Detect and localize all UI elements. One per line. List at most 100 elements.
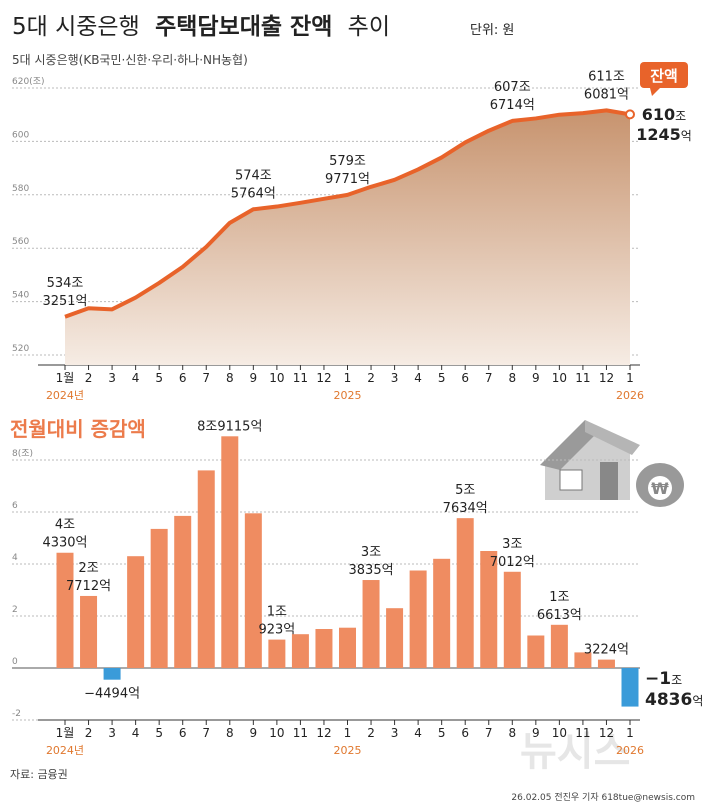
x-tick-label: 5: [155, 726, 163, 740]
data-label: 1조: [549, 590, 569, 605]
data-label: 6714억: [490, 98, 535, 113]
bar: [291, 634, 309, 668]
x-tick-label: 7: [202, 371, 210, 385]
bar: [244, 513, 262, 668]
data-label: 3251억: [42, 294, 87, 309]
x-tick-label: 4: [414, 726, 422, 740]
end-point: [625, 109, 635, 120]
bar: [550, 624, 568, 668]
x-tick-label: 5: [438, 726, 446, 740]
x-tick-label: 7: [202, 726, 210, 740]
x-tick-label: 3: [108, 371, 116, 385]
title-part: 추이: [348, 14, 390, 40]
badge-tip: [650, 88, 660, 96]
x-tick-label: 1: [344, 726, 352, 740]
year-label: 2026: [616, 389, 644, 402]
data-label: 574조: [235, 168, 272, 183]
x-tick-label: 3: [391, 726, 399, 740]
x-tick-label: 8: [508, 371, 516, 385]
x-tick-label: 11: [575, 371, 590, 385]
x-tick-label: 12: [599, 726, 614, 740]
x-tick-label: 10: [269, 371, 284, 385]
x-tick-label: 2: [85, 726, 93, 740]
x-tick-label: 8: [508, 726, 516, 740]
x-tick-label: 12: [316, 371, 331, 385]
data-label: 923억: [258, 623, 295, 638]
data-label: −1조: [645, 669, 682, 689]
data-label: 3조: [502, 537, 522, 552]
data-label: 2조: [78, 561, 98, 576]
bar: [174, 515, 192, 668]
x-tick-label: 6: [179, 371, 187, 385]
x-tick-label: 2: [85, 371, 93, 385]
data-label: −4494억: [84, 687, 140, 702]
y-tick-label: 580: [12, 184, 29, 194]
bar: [574, 652, 592, 668]
x-tick-label: 7: [485, 726, 493, 740]
x-tick-label: 2: [367, 371, 375, 385]
bar: [597, 659, 615, 668]
bar: [621, 668, 639, 707]
data-label: 3조: [361, 545, 381, 560]
area: [65, 110, 630, 365]
x-tick-label: 6: [461, 371, 469, 385]
x-tick-label: 2: [367, 726, 375, 740]
bar: [409, 570, 427, 668]
x-tick-label: 10: [552, 371, 567, 385]
data-label: 1조: [267, 605, 287, 620]
source: 자료: 금융권: [10, 768, 68, 781]
data-label: 610조: [642, 105, 686, 124]
bar: [527, 635, 545, 668]
data-label: 611조: [588, 69, 625, 84]
data-label: 7634억: [443, 501, 488, 516]
x-tick-label: 10: [269, 726, 284, 740]
x-tick-label: 4: [132, 371, 140, 385]
x-tick-label: 11: [575, 726, 590, 740]
data-label: 534조: [47, 276, 84, 291]
bar: [268, 639, 286, 668]
data-label: 5764억: [231, 186, 276, 201]
x-tick-label: 12: [316, 726, 331, 740]
x-tick-label: 9: [532, 726, 540, 740]
year-label: 2026: [616, 744, 644, 757]
x-tick-label: 1: [626, 726, 634, 740]
bar: [456, 518, 474, 668]
x-tick-label: 11: [293, 371, 308, 385]
house-icon: ₩: [540, 420, 684, 507]
data-label: 9771억: [325, 172, 370, 187]
x-tick-label: 7: [485, 371, 493, 385]
data-label: 6081억: [584, 87, 629, 102]
x-tick-label: 4: [414, 371, 422, 385]
y-tick-label: 600: [12, 130, 29, 140]
bar: [339, 627, 356, 668]
bar: [80, 595, 98, 668]
x-tick-label: 1: [626, 371, 634, 385]
y-tick-label: 560: [12, 237, 29, 247]
bar: [150, 528, 168, 668]
x-tick-label: 12: [599, 371, 614, 385]
bar-title: 전월대비 증감액: [10, 417, 146, 441]
title-part: 주택담보대출 잔액: [155, 14, 332, 40]
y-tick-label: 620(조): [12, 77, 44, 87]
badge: 잔액: [640, 62, 688, 96]
data-label: 8조9115억: [197, 419, 262, 434]
data-label: 7712억: [66, 579, 111, 594]
x-tick-label: 1: [344, 371, 352, 385]
badge-text: 잔액: [650, 67, 678, 85]
y-tick-label: 8(조): [12, 449, 33, 459]
x-tick-label: 5: [438, 371, 446, 385]
y-tick-label: 2: [12, 605, 18, 615]
title-part: 5대 시중은행: [12, 14, 140, 40]
bar: [197, 470, 215, 668]
x-tick-label: 10: [552, 726, 567, 740]
data-label: 579조: [329, 154, 366, 169]
x-tick-label: 3: [108, 726, 116, 740]
y-tick-label: -2: [12, 709, 21, 719]
x-tick-label: 9: [532, 371, 540, 385]
year-label: 2024년: [46, 744, 84, 757]
badge-box: [640, 62, 688, 88]
x-tick-label: 4: [132, 726, 140, 740]
x-tick-label: 6: [179, 726, 187, 740]
y-tick-label: 520: [12, 344, 29, 354]
